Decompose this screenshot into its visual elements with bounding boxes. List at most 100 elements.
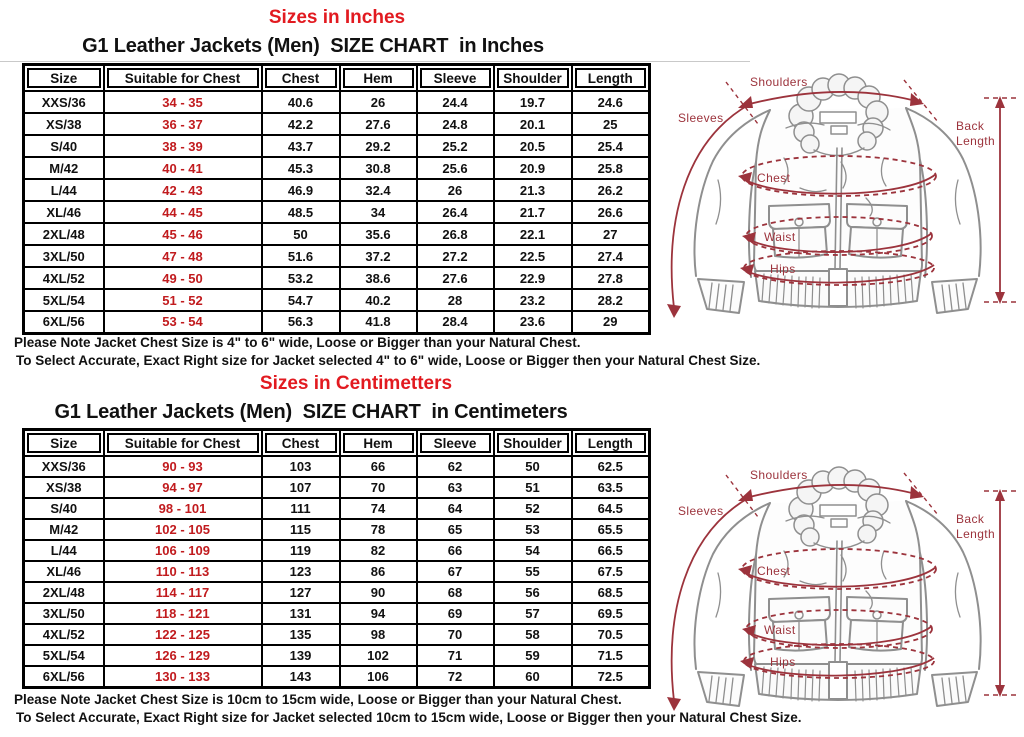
measurement-cell: 27.6: [415, 266, 495, 290]
suitable-chest-cell: 42 - 43: [102, 178, 263, 202]
measurement-cell: 65.5: [570, 518, 651, 541]
measurement-cell: 24.6: [570, 90, 651, 114]
table-row: 2XL/48 45 - 46 50 35.6 26.8 22.1 27: [22, 222, 651, 246]
inches-note-2: To Select Accurate, Exact Right size for…: [16, 353, 761, 368]
measurement-cell: 90: [338, 581, 418, 604]
measurement-cell: 32.4: [338, 178, 418, 202]
table-row: 6XL/56 53 - 54 56.3 41.8 28.4 23.6 29: [22, 310, 651, 334]
measurement-cell: 30.8: [338, 156, 418, 180]
col-header-sleeve: Sleeve: [415, 428, 495, 457]
measurement-cell: 94: [338, 602, 418, 625]
size-cell: XL/46: [22, 200, 105, 224]
measurement-cell: 21.7: [492, 200, 573, 224]
measurement-cell: 23.2: [492, 288, 573, 312]
measurement-cell: 35.6: [338, 222, 418, 246]
table-row: XXS/36 34 - 35 40.6 26 24.4 19.7 24.6: [22, 90, 651, 114]
measurement-cell: 135: [260, 623, 341, 646]
measurement-annotations: [670, 472, 1020, 702]
measurement-cell: 48.5: [260, 200, 341, 224]
measurement-cell: 27: [570, 222, 651, 246]
measurement-cell: 123: [260, 560, 341, 583]
measurement-cell: 131: [260, 602, 341, 625]
measurement-cell: 143: [260, 665, 341, 688]
measurement-cell: 69.5: [570, 602, 651, 625]
measurement-cell: 78: [338, 518, 418, 541]
measurement-cell: 106: [338, 665, 418, 688]
measurement-cell: 41.8: [338, 310, 418, 334]
col-header-size: Size: [22, 428, 105, 457]
cm-note-1: Please Note Jacket Chest Size is 10cm to…: [14, 692, 622, 707]
col-header-size: Size: [22, 63, 105, 92]
table-row: M/42 40 - 41 45.3 30.8 25.6 20.9 25.8: [22, 156, 651, 180]
measurement-cell: 42.2: [260, 112, 341, 136]
suitable-chest-cell: 51 - 52: [102, 288, 263, 312]
back-length-label-2: Length: [956, 527, 995, 541]
measurement-cell: 20.9: [492, 156, 573, 180]
measurement-cell: 64.5: [570, 497, 651, 520]
suitable-chest-cell: 45 - 46: [102, 222, 263, 246]
measurement-cell: 53: [492, 518, 573, 541]
table-row: S/40 38 - 39 43.7 29.2 25.2 20.5 25.4: [22, 134, 651, 158]
measurement-cell: 46.9: [260, 178, 341, 202]
suitable-chest-cell: 34 - 35: [102, 90, 263, 114]
table-row: 4XL/52 49 - 50 53.2 38.6 27.6 22.9 27.8: [22, 266, 651, 290]
measurement-cell: 29.2: [338, 134, 418, 158]
measurement-cell: 71.5: [570, 644, 651, 667]
size-cell: XS/38: [22, 476, 105, 499]
measurement-cell: 26.2: [570, 178, 651, 202]
size-cell: 2XL/48: [22, 581, 105, 604]
measurement-cell: 26: [338, 90, 418, 114]
measurement-cell: 63.5: [570, 476, 651, 499]
inches-size-table: Size Suitable for Chest Chest Hem Sleeve…: [22, 63, 651, 335]
measurement-cell: 37.2: [338, 244, 418, 268]
measurement-cell: 74: [338, 497, 418, 520]
measurement-cell: 25.6: [415, 156, 495, 180]
waist-label: Waist: [764, 623, 796, 637]
measurement-cell: 25.4: [570, 134, 651, 158]
measurement-cell: 98: [338, 623, 418, 646]
col-header-chest: Chest: [260, 428, 341, 457]
table-row: 5XL/54 51 - 52 54.7 40.2 28 23.2 28.2: [22, 288, 651, 312]
measurement-cell: 25.2: [415, 134, 495, 158]
measurement-cell: 43.7: [260, 134, 341, 158]
measurement-cell: 107: [260, 476, 341, 499]
cm-size-table: Size Suitable for Chest Chest Hem Sleeve…: [22, 428, 651, 689]
shoulders-label: Shoulders: [750, 468, 808, 482]
measurement-cell: 111: [260, 497, 341, 520]
measurement-cell: 22.5: [492, 244, 573, 268]
measurement-cell: 54: [492, 539, 573, 562]
measurement-cell: 19.7: [492, 90, 573, 114]
measurement-cell: 70: [415, 623, 495, 646]
measurement-cell: 67.5: [570, 560, 651, 583]
measurement-cell: 22.9: [492, 266, 573, 290]
suitable-chest-cell: 47 - 48: [102, 244, 263, 268]
measurement-cell: 103: [260, 455, 341, 478]
cm-table-body: XXS/36 90 - 93 103 66 62 50 62.5 XS/38 94 - 97 10…: [22, 455, 651, 688]
col-header-length: Length: [570, 428, 651, 457]
measurement-cell: 62: [415, 455, 495, 478]
measurement-cell: 28.2: [570, 288, 651, 312]
col-header-chest: Chest: [260, 63, 341, 92]
measurement-cell: 66: [338, 455, 418, 478]
measurement-cell: 21.3: [492, 178, 573, 202]
measurement-cell: 28: [415, 288, 495, 312]
size-cell: XS/38: [22, 112, 105, 136]
measurement-cell: 54.7: [260, 288, 341, 312]
suitable-chest-cell: 36 - 37: [102, 112, 263, 136]
jacket-sketch: [693, 466, 982, 707]
measurement-cell: 45.3: [260, 156, 341, 180]
measurement-cell: 25: [570, 112, 651, 136]
measurement-cell: 68.5: [570, 581, 651, 604]
col-header-suitable-chest: Suitable for Chest: [102, 63, 263, 92]
measurement-annotations: [670, 79, 1020, 309]
cm-note-2: To Select Accurate, Exact Right size for…: [16, 710, 802, 725]
table-row: 6XL/56 130 - 133 143 106 72 60 72.5: [22, 665, 651, 688]
measurement-cell: 27.2: [415, 244, 495, 268]
size-cell: 3XL/50: [22, 602, 105, 625]
measurement-cell: 29: [570, 310, 651, 334]
table-row: XL/46 44 - 45 48.5 34 26.4 21.7 26.6: [22, 200, 651, 224]
inches-table-header: Size Suitable for Chest Chest Hem Sleeve…: [22, 63, 651, 92]
table-row: 4XL/52 122 - 125 135 98 70 58 70.5: [22, 623, 651, 646]
col-header-hem: Hem: [338, 428, 418, 457]
suitable-chest-cell: 53 - 54: [102, 310, 263, 334]
